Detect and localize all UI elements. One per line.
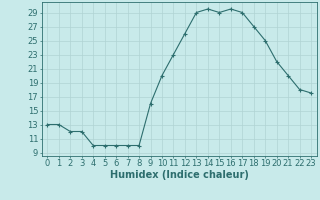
X-axis label: Humidex (Indice chaleur): Humidex (Indice chaleur) xyxy=(110,170,249,180)
